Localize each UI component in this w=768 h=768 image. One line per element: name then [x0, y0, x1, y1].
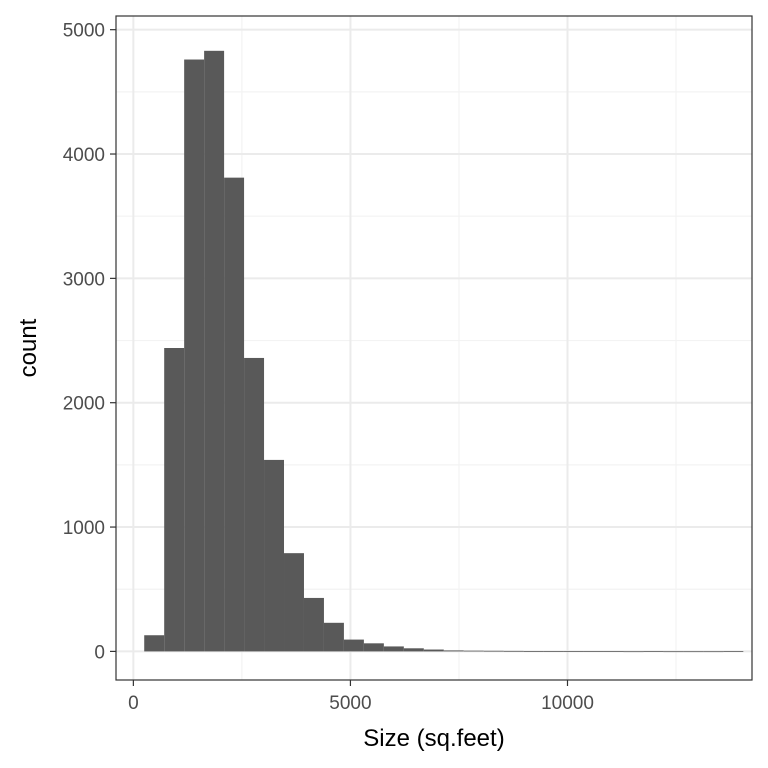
- histogram-bar: [523, 651, 544, 652]
- histogram-bar: [683, 651, 704, 653]
- x-axis: 0 5000 10000: [128, 680, 594, 714]
- panel-border: [115, 15, 753, 681]
- histogram-bar: [503, 650, 524, 652]
- histogram-bar: [603, 651, 624, 652]
- histogram-bar: [583, 651, 604, 652]
- histogram-bars: [144, 50, 744, 653]
- histogram-bar: [164, 348, 185, 652]
- histogram-bar: [403, 648, 424, 652]
- histogram-bar: [204, 50, 225, 652]
- x-tick-label: 5000: [329, 693, 371, 714]
- y-tick-label: 3000: [63, 269, 105, 290]
- y-tick-label: 1000: [63, 518, 105, 539]
- y-tick-label: 2000: [63, 394, 105, 415]
- y-axis: 0 1000 2000 3000 4000 5000: [63, 21, 116, 663]
- histogram-bar: [244, 357, 265, 652]
- histogram-bar: [663, 651, 684, 653]
- histogram-bar: [703, 651, 724, 653]
- histogram-bar: [323, 622, 344, 652]
- histogram-bar: [563, 651, 584, 652]
- histogram-bar: [443, 650, 464, 652]
- histogram-bar: [303, 597, 324, 652]
- y-tick-label: 0: [94, 642, 105, 663]
- histogram-bar: [543, 651, 564, 652]
- x-tick-label: 10000: [541, 693, 594, 714]
- histogram-bar: [284, 553, 304, 652]
- histogram-bar: [463, 650, 484, 652]
- histogram-bar: [623, 651, 644, 653]
- y-tick-label: 5000: [63, 21, 105, 42]
- x-tick-label: 0: [128, 693, 139, 714]
- histogram-bar: [363, 643, 384, 652]
- histogram-bar: [423, 649, 444, 652]
- y-tick-label: 4000: [63, 145, 105, 166]
- histogram-bar: [264, 459, 285, 652]
- histogram-bar: [224, 177, 245, 652]
- histogram-bar: [343, 639, 364, 652]
- histogram-bar: [383, 646, 404, 652]
- histogram-bar: [643, 651, 664, 652]
- y-axis-title: count: [15, 318, 42, 377]
- histogram-bar: [144, 635, 165, 652]
- histogram-bar: [483, 650, 504, 652]
- histogram-bar: [723, 651, 744, 652]
- histogram-bar: [184, 59, 205, 652]
- x-axis-title: Size (sq.feet): [363, 725, 504, 752]
